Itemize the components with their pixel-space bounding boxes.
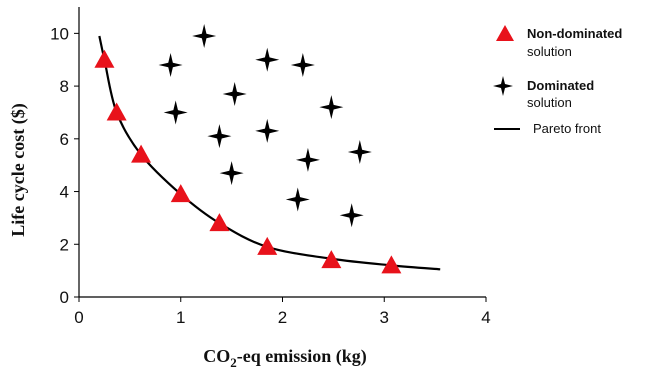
legend-dominated-line2: solution (527, 95, 572, 110)
x-tick-label: 2 (278, 308, 287, 327)
dominated-point (158, 53, 183, 77)
nondominated-point (106, 102, 127, 121)
dominated-point (339, 203, 364, 228)
dominated-point (347, 140, 372, 164)
legend-triangle-marker (496, 25, 514, 41)
legend-nondominated-line2: solution (527, 44, 572, 59)
nondominated-point (257, 236, 278, 255)
nondominated-point (209, 213, 230, 232)
y-axis-title: Life cycle cost ($) (8, 103, 29, 236)
nondominated-point (94, 49, 115, 68)
dominated-point (222, 82, 247, 106)
dominated-point (192, 24, 217, 48)
y-tick-label: 2 (60, 235, 69, 254)
dominated-point (285, 187, 310, 212)
y-tick-label: 0 (60, 288, 69, 307)
legend-pareto-label: Pareto front (533, 121, 601, 136)
x-tick-label: 0 (74, 308, 83, 327)
nondominated-point (321, 250, 342, 269)
x-axis-title: CO2-eq emission (kg) (203, 346, 367, 370)
y-tick-label: 10 (50, 24, 69, 43)
legend-star-marker (493, 76, 513, 96)
x-tick-label: 3 (380, 308, 389, 327)
legend-nondominated-line1: Non-dominated (527, 26, 622, 41)
plot-area: 0 1 2 3 4 0 2 4 6 8 10 (50, 7, 491, 327)
dominated-point (219, 161, 244, 186)
nondominated-point (131, 144, 152, 163)
x-tick-label: 4 (481, 308, 490, 327)
y-tick-label: 6 (60, 130, 69, 149)
y-tick-label: 8 (60, 77, 69, 96)
marks (94, 24, 441, 274)
dominated-point (255, 118, 280, 143)
legend-dominated-line1: Dominated (527, 78, 594, 93)
dominated-point (290, 53, 315, 77)
dominated-point (163, 100, 188, 125)
legend: Non-dominated solution Dominated solutio… (493, 25, 622, 136)
x-tick-label: 1 (176, 308, 185, 327)
nondominated-point (170, 184, 191, 203)
dominated-point (319, 95, 344, 120)
y-tick-label: 4 (60, 183, 69, 202)
dominated-point (255, 47, 280, 72)
nondominated-point (381, 255, 402, 274)
dominated-point (207, 124, 232, 149)
pareto-front-line (98, 35, 441, 271)
dominated-point (295, 147, 320, 172)
